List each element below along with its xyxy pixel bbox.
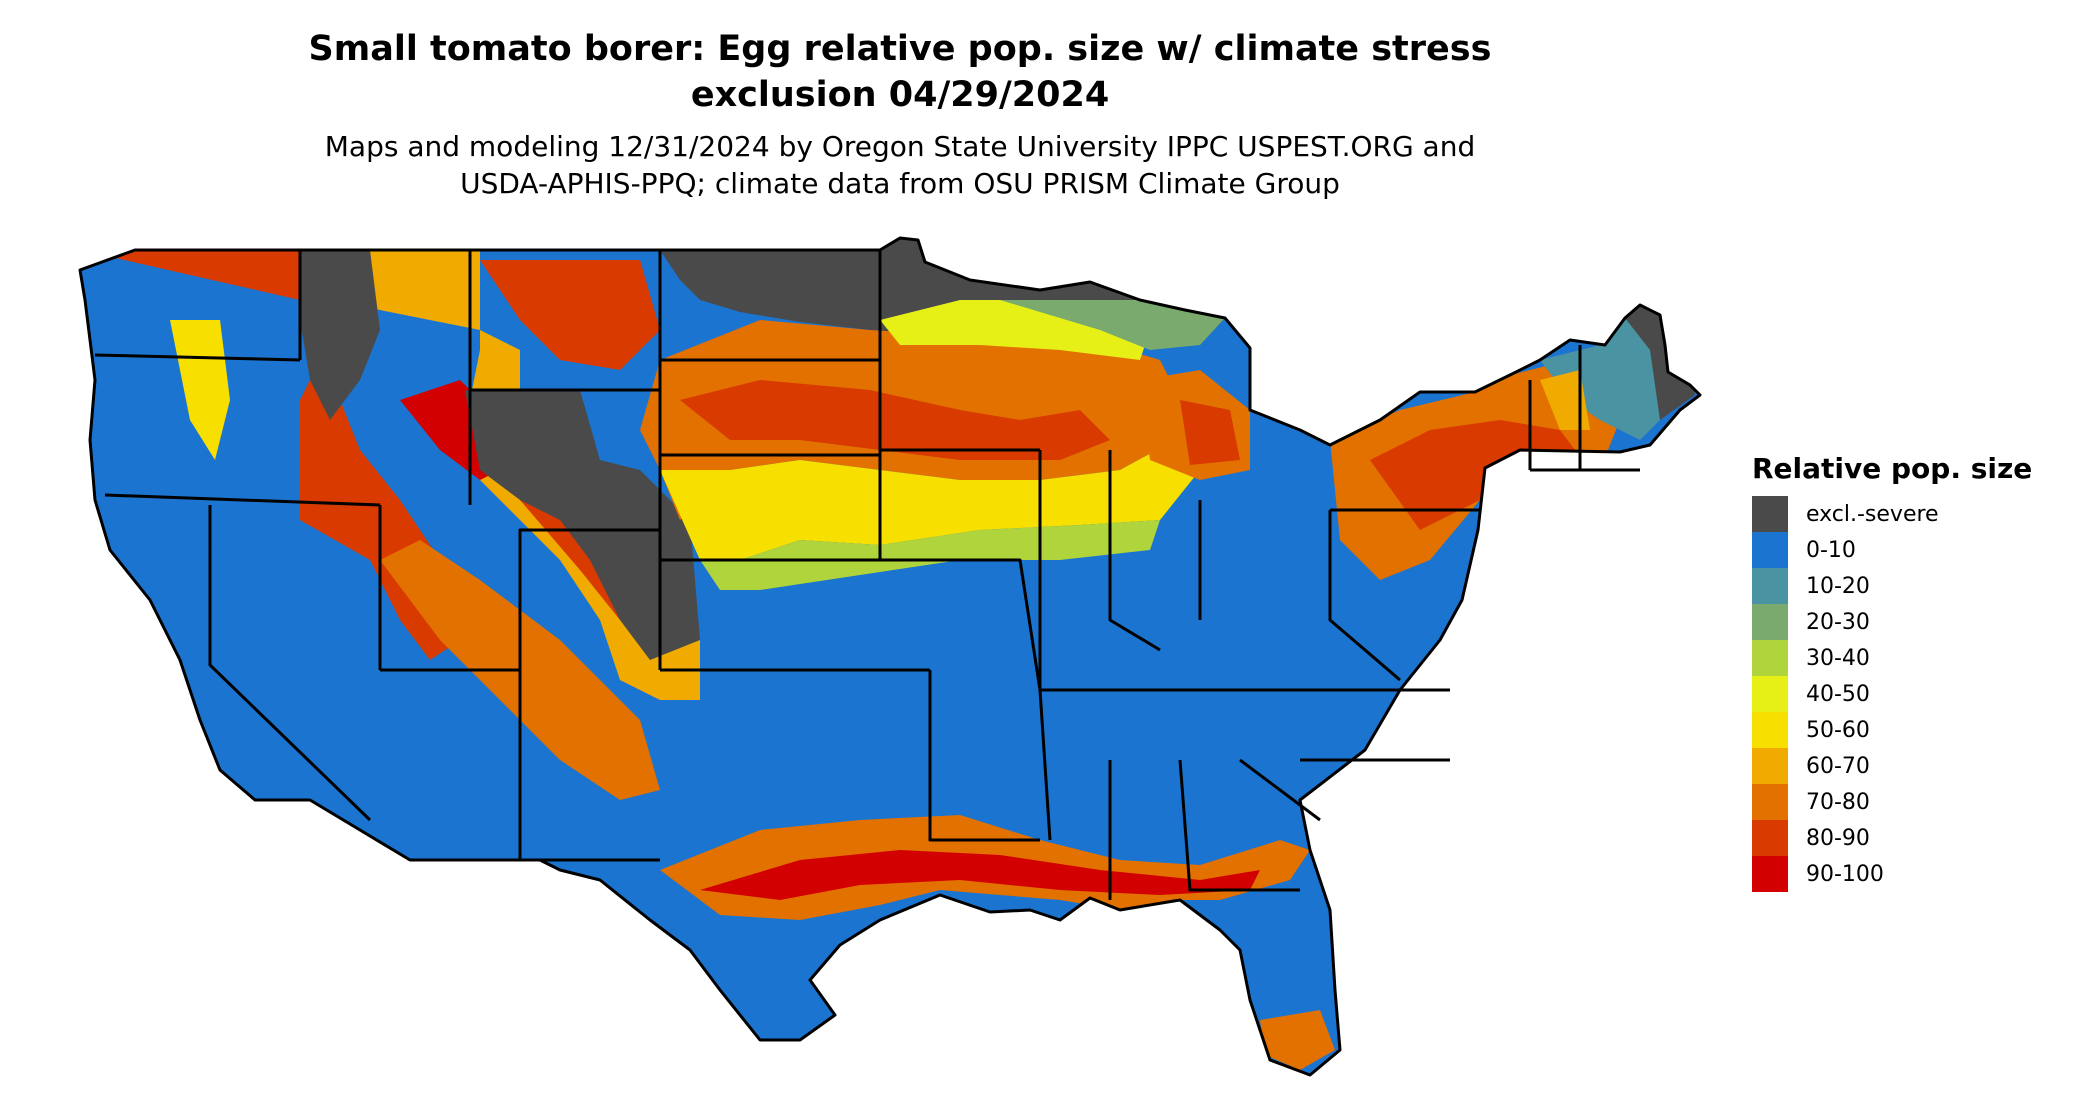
zone-pacific-northwest-80-90 xyxy=(80,250,460,660)
legend-swatch xyxy=(1752,604,1788,640)
border-mo xyxy=(880,558,1042,691)
legend-item: 90-100 xyxy=(1752,856,2082,892)
map-subtitle-line-1: Maps and modeling 12/31/2024 by Oregon S… xyxy=(324,130,1476,163)
border-nm-tx xyxy=(518,670,660,862)
legend-label: 60-70 xyxy=(1806,753,1870,779)
border-or-ca-nv xyxy=(104,493,381,507)
legend-item: 10-20 xyxy=(1752,568,2082,604)
legend-item: excl.-severe xyxy=(1752,496,2082,532)
border-il-in xyxy=(1108,450,1161,652)
zone-idaho-excl xyxy=(300,250,380,420)
legend-label: 30-40 xyxy=(1806,645,1870,671)
legend-swatch xyxy=(1752,496,1788,532)
border-wa-or xyxy=(94,353,301,362)
zone-new-england-10-20 xyxy=(1540,318,1660,440)
legend-title: Relative pop. size xyxy=(1752,452,2033,485)
map-title-line-2: exclusion 04/29/2024 xyxy=(690,75,1110,115)
zone-wyoming-colorado-excl xyxy=(465,390,700,660)
legend-item: 50-60 xyxy=(1752,712,2082,748)
map-title-line-1: Small tomato borer: Egg relative pop. si… xyxy=(308,29,1492,69)
legend-swatch xyxy=(1752,568,1788,604)
state-borders xyxy=(78,236,1702,1077)
legend-item: 40-50 xyxy=(1752,676,2082,712)
border-al-ga xyxy=(1178,759,1240,892)
legend-label: 50-60 xyxy=(1806,717,1870,743)
legend-items: excl.-severe 0-10 10-20 20-30 30-40 40-5… xyxy=(1752,496,2082,892)
zone-gulf-coast-core-90-100 xyxy=(700,850,1260,900)
legend-item: 0-10 xyxy=(1752,532,2082,568)
zone-upper-michigan-20-30 xyxy=(1000,300,1225,350)
zone-vermont-60-70 xyxy=(1540,370,1590,430)
legend-swatch xyxy=(1752,640,1788,676)
legend-label: 0-10 xyxy=(1806,537,1856,563)
zone-michigan-core-80-90 xyxy=(1180,400,1240,465)
legend-label: excl.-severe xyxy=(1806,501,1939,527)
border-oh-pa-wv xyxy=(1328,510,1401,682)
legend-swatch xyxy=(1752,712,1788,748)
zone-transition-30-40 xyxy=(700,520,1160,590)
zone-south-florida-70-80 xyxy=(1260,1010,1335,1070)
legend-item: 80-90 xyxy=(1752,820,2082,856)
border-ca-nv xyxy=(208,505,372,822)
zone-plains-core-80-90 xyxy=(680,380,1110,460)
legend-label: 90-100 xyxy=(1806,861,1884,887)
legend-swatch xyxy=(1752,784,1788,820)
legend-swatch xyxy=(1752,676,1788,712)
legend-item: 70-80 xyxy=(1752,784,2082,820)
legend-label: 80-90 xyxy=(1806,825,1870,851)
legend-swatch xyxy=(1752,856,1788,892)
map-legend: Relative pop. size excl.-severe 0-10 10-… xyxy=(1752,452,2082,892)
border-ga-sc xyxy=(1239,758,1321,822)
map-subtitle-line-2: USDA-APHIS-PPQ; climate data from OSU PR… xyxy=(460,167,1340,200)
legend-item: 30-40 xyxy=(1752,640,2082,676)
legend-label: 20-30 xyxy=(1806,609,1870,635)
legend-item: 20-30 xyxy=(1752,604,2082,640)
legend-item: 60-70 xyxy=(1752,748,2082,784)
border-ok-tx-ar xyxy=(928,670,1040,842)
legend-label: 70-80 xyxy=(1806,789,1870,815)
zone-oregon-coast-50-60 xyxy=(170,320,230,460)
zone-montana-80-90 xyxy=(480,260,660,370)
legend-swatch xyxy=(1752,748,1788,784)
legend-swatch xyxy=(1752,532,1788,568)
zone-plains-south-50-60 xyxy=(660,440,1200,560)
legend-label: 40-50 xyxy=(1806,681,1870,707)
legend-swatch xyxy=(1752,820,1788,856)
zone-northeast-core-80-90 xyxy=(1370,420,1590,530)
legend-label: 10-20 xyxy=(1806,573,1870,599)
